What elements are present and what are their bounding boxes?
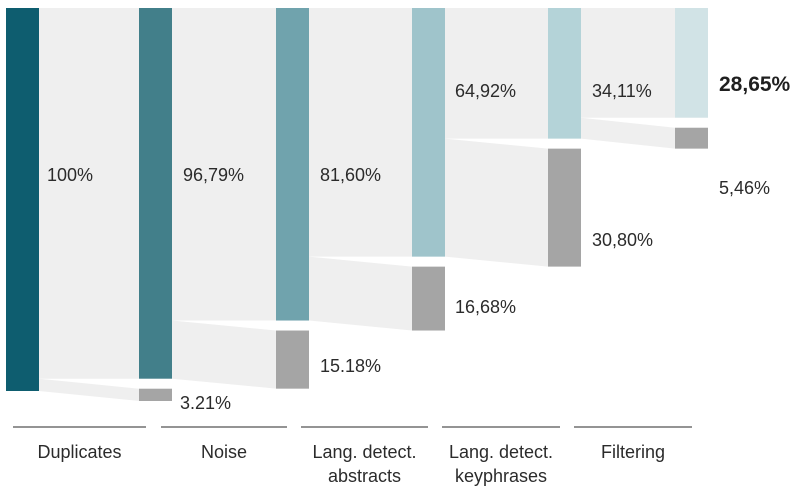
stage-axis: Duplicates Noise Lang. detect. abstracts Lan… xyxy=(13,426,692,486)
bar-removed xyxy=(675,127,708,149)
stage-label: Duplicates xyxy=(37,442,121,462)
flow-removed xyxy=(172,320,276,389)
bar-removed xyxy=(276,330,309,389)
bar-kept xyxy=(6,8,39,391)
flow-removed xyxy=(581,117,675,149)
value-label-kept: 96,79% xyxy=(183,165,244,185)
value-label-removed: 3.21% xyxy=(180,393,231,413)
stage-label: keyphrases xyxy=(455,466,547,486)
value-label-removed: 15.18% xyxy=(320,356,381,376)
value-labels: 100% 96,79% 3.21% 81,60% 15.18% 64,92% 16,68% 3… xyxy=(47,73,791,413)
value-label-kept: 34,11% xyxy=(592,81,652,101)
bars xyxy=(6,8,708,401)
bar-kept xyxy=(139,8,172,379)
bar-kept xyxy=(548,8,581,139)
flow-removed xyxy=(445,138,548,267)
flows xyxy=(39,8,675,401)
flow-kept xyxy=(445,8,548,139)
value-label-kept: 81,60% xyxy=(320,165,381,185)
bar-removed xyxy=(139,388,172,401)
flow-kept xyxy=(581,8,675,118)
bar-removed xyxy=(548,148,581,267)
flow-removed xyxy=(309,256,412,331)
stage-label: Lang. detect. xyxy=(312,442,416,462)
flow-kept xyxy=(309,8,412,257)
bar-kept xyxy=(675,8,708,118)
flow-removed xyxy=(39,378,139,401)
stage-label: Noise xyxy=(201,442,247,462)
value-label-kept: 64,92% xyxy=(455,81,516,101)
value-label-removed: 30,80% xyxy=(592,230,653,250)
stage-label: Lang. detect. xyxy=(449,442,553,462)
value-label-kept: 100% xyxy=(47,165,93,185)
flow-kept xyxy=(172,8,276,321)
value-label-removed: 16,68% xyxy=(455,297,516,317)
value-label-removed: 5,46% xyxy=(719,178,770,198)
bar-removed xyxy=(412,266,445,331)
stage-label: abstracts xyxy=(328,466,401,486)
bar-kept xyxy=(412,8,445,257)
stage-label: Filtering xyxy=(601,442,665,462)
value-label-kept: 28,65% xyxy=(719,73,791,96)
flow-kept xyxy=(39,8,139,379)
bar-kept xyxy=(276,8,309,321)
